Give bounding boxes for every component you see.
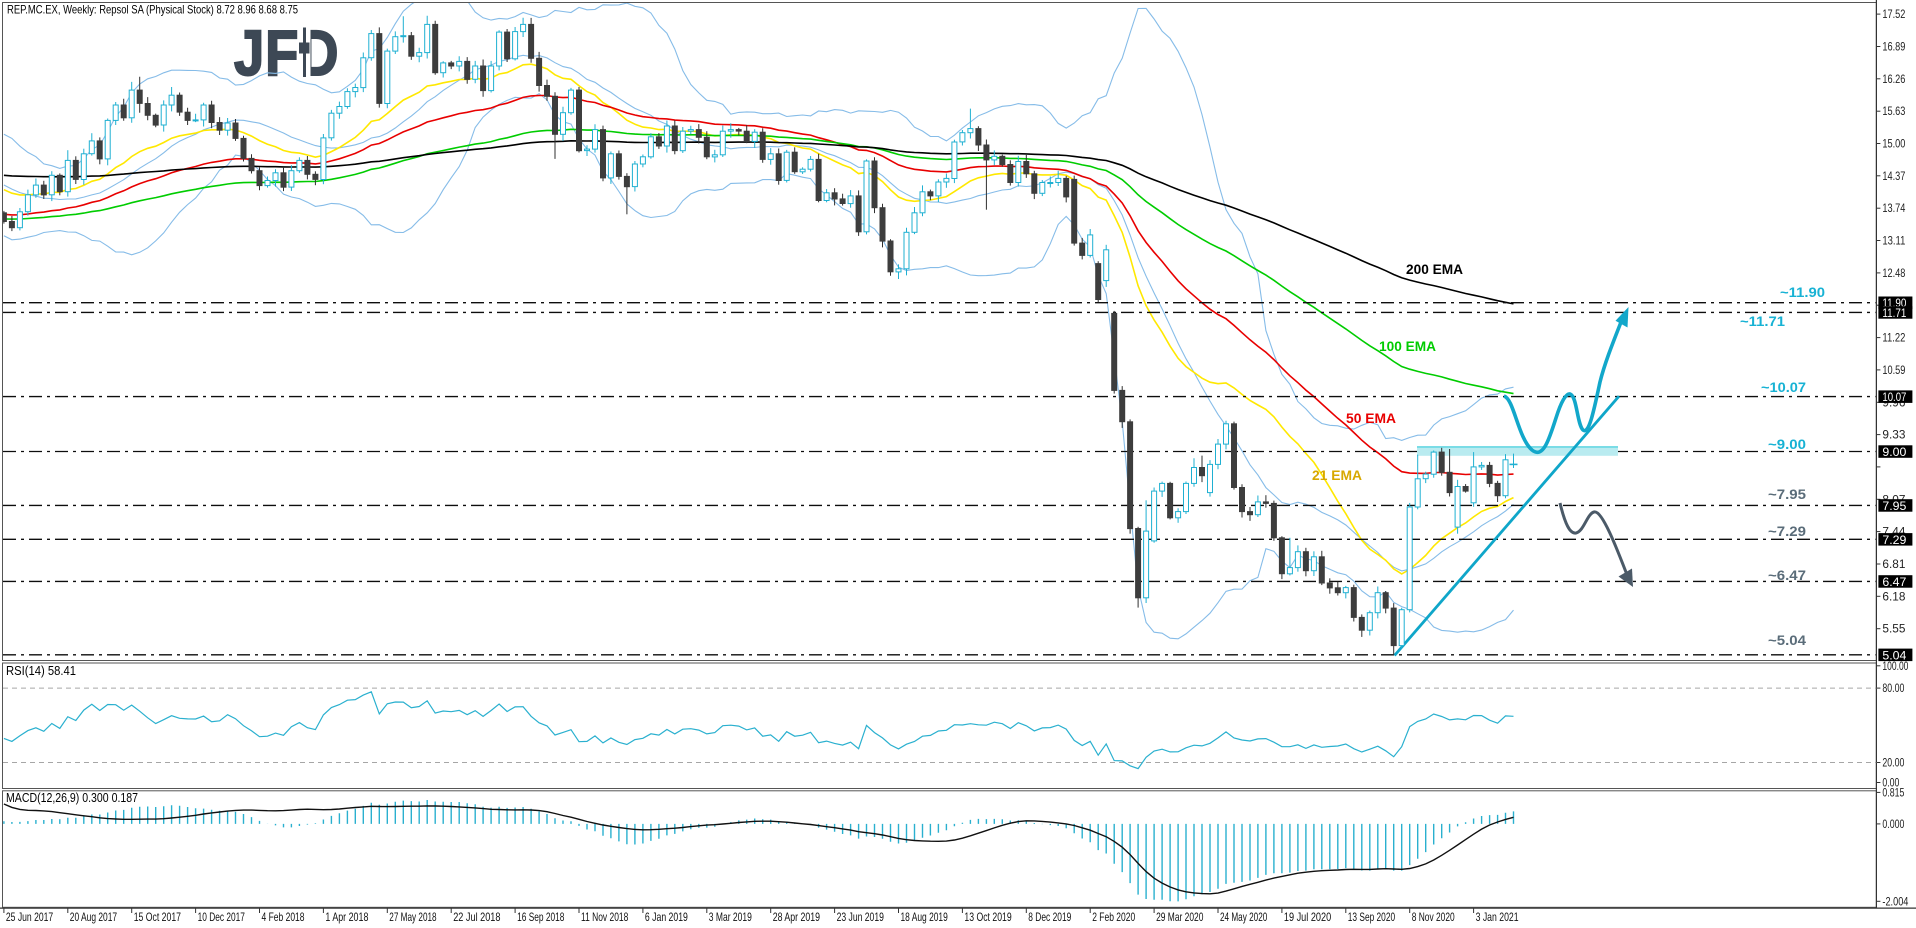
svg-text:11.22: 11.22 xyxy=(1882,331,1905,345)
svg-text:~7.29: ~7.29 xyxy=(1768,524,1806,539)
svg-text:~9.00: ~9.00 xyxy=(1768,437,1806,452)
svg-text:14.37: 14.37 xyxy=(1882,169,1905,183)
svg-text:13 Oct 2019: 13 Oct 2019 xyxy=(964,910,1012,924)
svg-text:2 Feb 2020: 2 Feb 2020 xyxy=(1092,910,1135,924)
svg-text:17.52: 17.52 xyxy=(1882,7,1905,21)
svg-text:-2.004: -2.004 xyxy=(1882,894,1908,908)
svg-text:REP.MC.EX, Weekly: Repsol SA: REP.MC.EX, Weekly: Repsol SA (Physical S… xyxy=(7,3,298,17)
svg-text:~11.71: ~11.71 xyxy=(1740,314,1786,329)
svg-text:20 Aug 2017: 20 Aug 2017 xyxy=(70,910,118,924)
svg-text:21 EMA: 21 EMA xyxy=(1312,467,1362,483)
svg-text:20.00: 20.00 xyxy=(1882,756,1904,770)
svg-text:3 Mar 2019: 3 Mar 2019 xyxy=(709,910,752,924)
svg-text:1 Apr 2018: 1 Apr 2018 xyxy=(325,910,368,924)
svg-text:7.29: 7.29 xyxy=(1882,533,1906,547)
svg-text:0.815: 0.815 xyxy=(1882,785,1904,799)
svg-text:13 Sep 2020: 13 Sep 2020 xyxy=(1348,910,1396,924)
svg-text:23 Jun 2019: 23 Jun 2019 xyxy=(837,910,885,924)
svg-text:13.74: 13.74 xyxy=(1882,201,1905,215)
svg-text:~6.47: ~6.47 xyxy=(1768,568,1806,583)
svg-text:3 Jan 2021: 3 Jan 2021 xyxy=(1476,910,1519,924)
svg-text:8 Nov 2020: 8 Nov 2020 xyxy=(1412,910,1455,924)
svg-text:RSI(14) 58.41: RSI(14) 58.41 xyxy=(6,664,76,678)
svg-text:4 Feb 2018: 4 Feb 2018 xyxy=(262,910,305,924)
svg-text:19 Jul 2020: 19 Jul 2020 xyxy=(1284,910,1332,924)
svg-text:~7.95: ~7.95 xyxy=(1768,487,1807,502)
svg-text:10.07: 10.07 xyxy=(1882,390,1906,404)
svg-text:16 Sep 2018: 16 Sep 2018 xyxy=(517,910,565,924)
svg-text:9.00: 9.00 xyxy=(1882,445,1906,459)
svg-text:15 Oct 2017: 15 Oct 2017 xyxy=(134,910,182,924)
svg-text:200 EMA: 200 EMA xyxy=(1406,261,1463,277)
svg-text:11 Nov 2018: 11 Nov 2018 xyxy=(581,910,629,924)
svg-text:18 Aug 2019: 18 Aug 2019 xyxy=(901,910,949,924)
svg-text:11.71: 11.71 xyxy=(1882,306,1906,320)
svg-text:10.59: 10.59 xyxy=(1882,363,1905,377)
svg-text:100.00: 100.00 xyxy=(1882,659,1908,673)
svg-text:28 Apr 2019: 28 Apr 2019 xyxy=(773,910,821,924)
svg-text:10 Dec 2017: 10 Dec 2017 xyxy=(198,910,246,924)
svg-text:~10.07: ~10.07 xyxy=(1761,380,1806,395)
svg-text:29 Mar 2020: 29 Mar 2020 xyxy=(1156,910,1204,924)
svg-text:24 May 2020: 24 May 2020 xyxy=(1220,910,1268,924)
svg-text:MACD(12,26,9) 0.300 0.187: MACD(12,26,9) 0.300 0.187 xyxy=(6,791,138,805)
svg-text:27 May 2018: 27 May 2018 xyxy=(389,910,437,924)
svg-text:0.00: 0.00 xyxy=(1882,776,1899,790)
svg-text:6.47: 6.47 xyxy=(1882,575,1906,589)
svg-text:25 Jun 2017: 25 Jun 2017 xyxy=(6,910,54,924)
svg-text:13.11: 13.11 xyxy=(1882,234,1905,248)
svg-text:~11.90: ~11.90 xyxy=(1780,285,1825,300)
svg-text:15.63: 15.63 xyxy=(1882,104,1905,118)
svg-text:22 Jul 2018: 22 Jul 2018 xyxy=(453,910,501,924)
svg-text:16.89: 16.89 xyxy=(1882,40,1905,54)
svg-text:12.48: 12.48 xyxy=(1882,266,1905,280)
svg-text:15.00: 15.00 xyxy=(1882,137,1905,151)
svg-text:0.000: 0.000 xyxy=(1882,817,1904,831)
svg-text:6 Jan 2019: 6 Jan 2019 xyxy=(645,910,688,924)
svg-text:9.33: 9.33 xyxy=(1882,428,1905,442)
svg-text:JFD: JFD xyxy=(234,17,339,89)
svg-text:6.81: 6.81 xyxy=(1882,557,1905,571)
svg-text:6.18: 6.18 xyxy=(1882,589,1905,603)
svg-text:~5.04: ~5.04 xyxy=(1768,633,1807,648)
svg-text:100 EMA: 100 EMA xyxy=(1379,338,1436,354)
svg-text:5.04: 5.04 xyxy=(1882,648,1906,662)
svg-text:80.00: 80.00 xyxy=(1882,681,1904,695)
svg-text:7.95: 7.95 xyxy=(1882,499,1906,513)
svg-text:8 Dec 2019: 8 Dec 2019 xyxy=(1028,910,1071,924)
svg-text:50 EMA: 50 EMA xyxy=(1346,410,1396,426)
svg-text:5.55: 5.55 xyxy=(1882,622,1905,636)
svg-text:16.26: 16.26 xyxy=(1882,72,1905,86)
